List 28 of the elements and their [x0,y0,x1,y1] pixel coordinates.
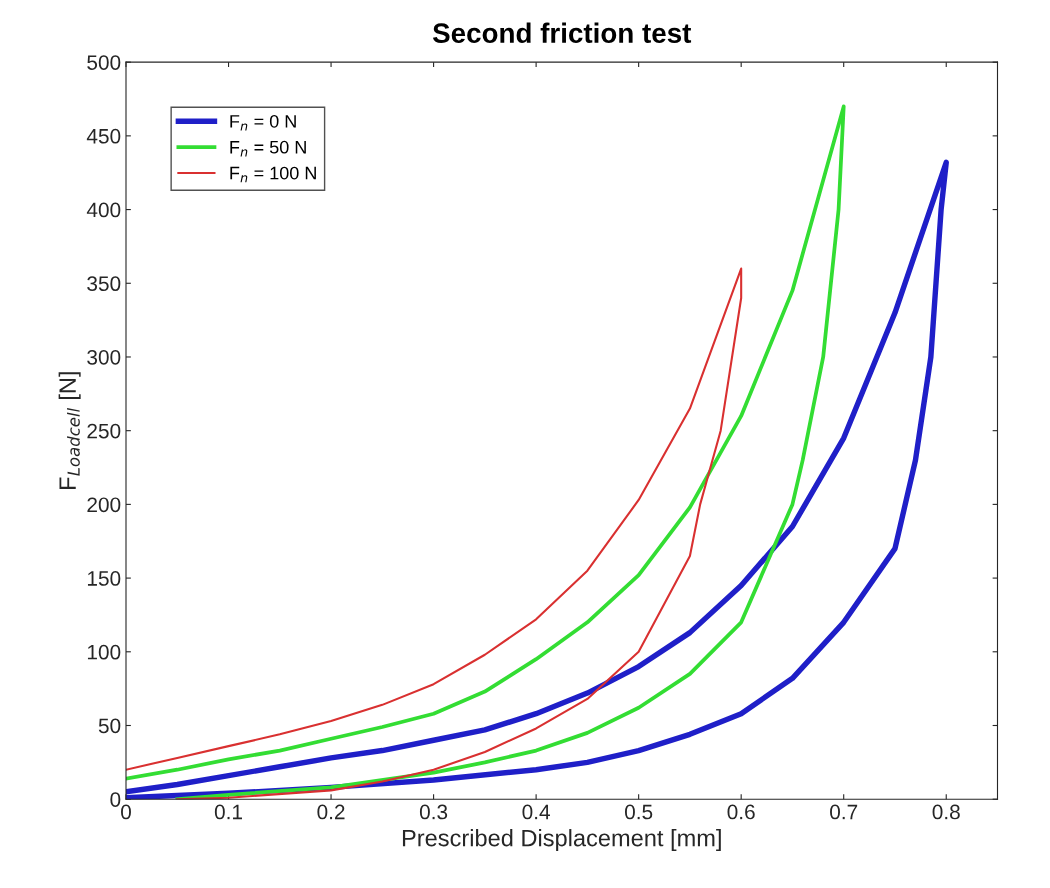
y-axis-title: F$_{Loadcell}$ [N] [58,372,81,489]
x-tick-label: 0.3 [419,804,448,820]
y-tick-label: 0 [110,792,121,807]
y-tick-label: 300 [87,349,121,365]
chart-title: Second friction test [432,22,692,43]
x-tick-label: 0.8 [932,804,960,820]
legend-label: F$_{n}$ = 100 N [230,166,316,183]
x-tick-label: 0.6 [727,804,755,820]
y-tick-label: 200 [87,497,121,513]
y-tick-label: 100 [87,644,121,660]
x-tick-label: 0.1 [214,804,242,820]
legend-label: F$_{n}$ = 0 N [230,114,296,131]
line-series [126,267,743,800]
y-tick-label: 350 [87,276,121,292]
x-axis-title: Prescribed Displacement [mm] [402,829,721,852]
y-tick-label: 50 [98,718,121,734]
y-tick-label: 150 [87,571,121,586]
x-tick-label: 0.2 [317,804,345,820]
y-tick-label: 250 [87,423,121,439]
line-series [126,104,846,800]
x-tick-label: 0.7 [830,804,858,820]
legend-label: F$_{n}$ = 50 N [230,140,306,157]
y-tick-label: 500 [87,55,121,70]
y-tick-label: 400 [86,202,121,218]
x-tick-label: 0.4 [522,804,550,820]
x-tick-label: 0 [121,804,131,820]
x-tick-label: 0.5 [624,804,653,820]
y-tick-label: 450 [86,128,121,144]
